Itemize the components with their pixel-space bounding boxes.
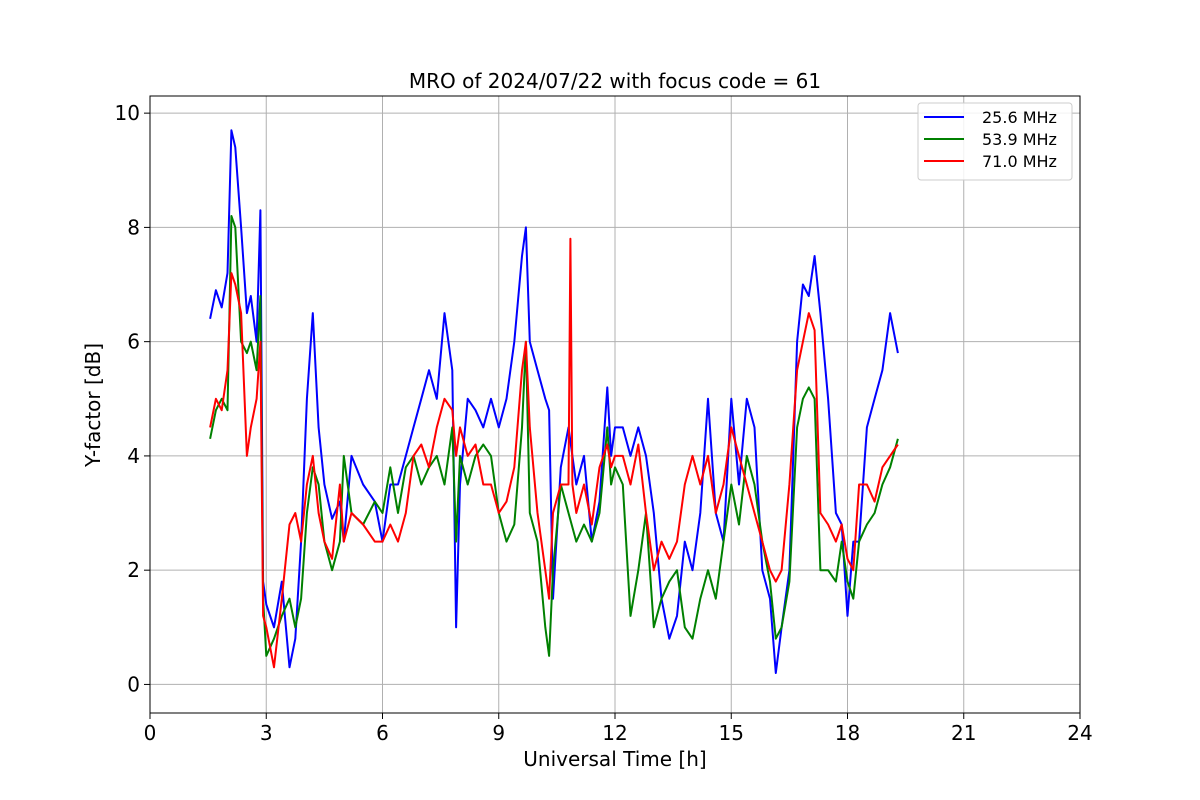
- x-tick-label: 12: [602, 721, 627, 745]
- legend-label: 25.6 MHz: [982, 108, 1057, 127]
- x-tick-label: 18: [835, 721, 860, 745]
- x-axis-label: Universal Time [h]: [523, 747, 706, 771]
- x-tick-label: 15: [719, 721, 744, 745]
- y-tick-label: 2: [127, 558, 140, 582]
- series-line-2: [209, 215, 899, 657]
- series-line-3: [209, 237, 899, 669]
- x-tick-label: 6: [376, 721, 389, 745]
- x-tick-label: 0: [144, 721, 157, 745]
- legend-label: 71.0 MHz: [982, 152, 1057, 171]
- y-tick-label: 4: [127, 444, 140, 468]
- y-tick-label: 6: [127, 330, 140, 354]
- y-tick-label: 0: [127, 672, 140, 696]
- x-axis: 0 3 6 9 12 15 18 21 24: [144, 713, 1093, 745]
- x-tick-label: 3: [260, 721, 273, 745]
- legend-label: 53.9 MHz: [982, 130, 1057, 149]
- y-axis: 0 2 4 6 8 10: [115, 101, 150, 696]
- y-tick-label: 10: [115, 101, 140, 125]
- x-tick-label: 24: [1067, 721, 1092, 745]
- y-tick-label: 8: [127, 215, 140, 239]
- legend: 25.6 MHz 53.9 MHz 71.0 MHz: [917, 102, 1073, 181]
- x-tick-label: 21: [951, 721, 976, 745]
- series-layer: [209, 129, 899, 674]
- x-tick-label: 9: [492, 721, 505, 745]
- chart-title: MRO of 2024/07/22 with focus code = 61: [409, 69, 821, 93]
- y-axis-label: Y-factor [dB]: [81, 343, 105, 468]
